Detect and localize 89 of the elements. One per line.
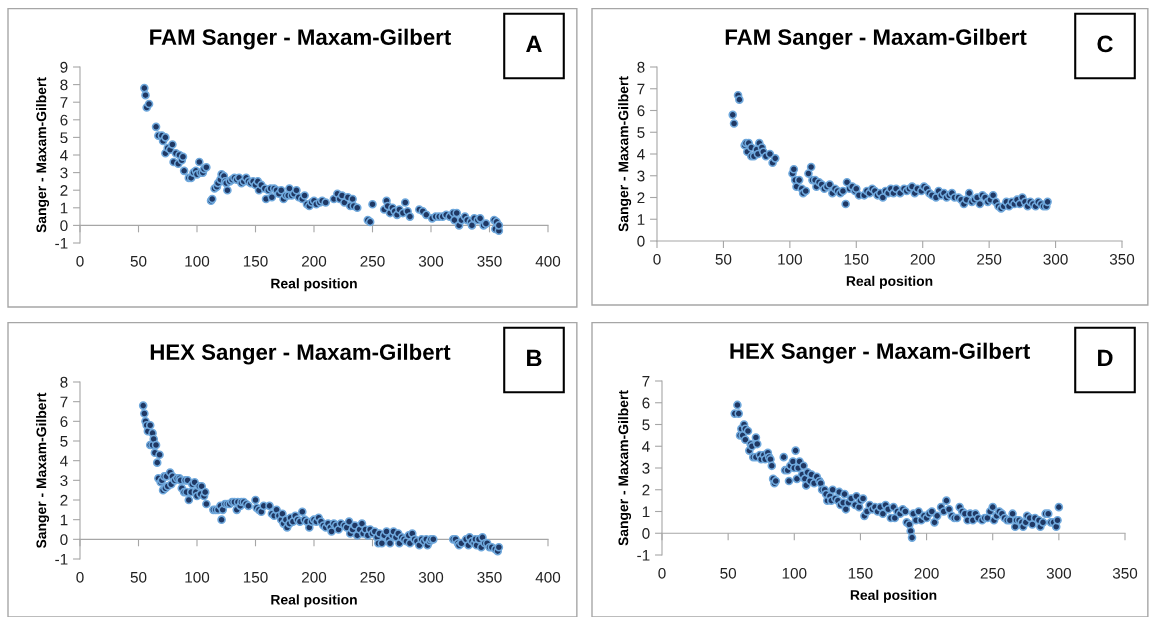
x-tick-label: 200 (910, 253, 935, 265)
y-tick-label: 8 (60, 376, 68, 388)
y-tick-label: 0 (60, 534, 68, 546)
y-tick-label: 4 (60, 455, 68, 467)
y-tick-label: 1 (642, 506, 650, 518)
x-tick-label: 250 (980, 567, 1005, 579)
y-tick-label: 5 (642, 419, 650, 431)
y-axis-title: Sanger - Maxam-Gilbert (618, 76, 632, 232)
y-tick-label: 3 (60, 475, 68, 487)
x-tick-label: 250 (360, 571, 385, 583)
y-tick-label: 3 (642, 462, 650, 474)
y-tick-label: 0 (637, 235, 645, 247)
y-tick-label: 6 (642, 397, 650, 409)
x-tick-label: 250 (977, 253, 1002, 265)
x-tick-label: 150 (848, 567, 873, 579)
y-tick-label: 2 (642, 484, 650, 496)
chart-title: FAM Sanger - Maxam-Gilbert (725, 28, 1027, 50)
y-tick-label: 1 (60, 514, 68, 526)
x-tick-label: 350 (477, 571, 502, 583)
x-tick-label: 200 (302, 571, 327, 583)
x-tick-label: 400 (535, 255, 561, 267)
y-tick-label: 2 (60, 185, 68, 196)
x-tick-label: 50 (715, 253, 732, 265)
x-tick-label: 300 (418, 571, 444, 583)
y-tick-label: 3 (60, 167, 68, 179)
y-tick-label: -1 (637, 550, 650, 561)
x-axis-title: Real position (271, 594, 357, 608)
x-tick-label: 100 (185, 571, 210, 583)
y-tick-label: 0 (642, 528, 650, 539)
x-tick-label: 350 (1112, 567, 1138, 579)
y-tick-label: 2 (637, 192, 645, 204)
y-tick-label: 7 (60, 396, 68, 408)
x-tick-label: 50 (130, 255, 147, 267)
x-tick-label: 150 (844, 253, 869, 265)
y-tick-label: 6 (637, 105, 645, 117)
chart-title: HEX Sanger - Maxam-Gilbert (150, 343, 451, 365)
x-axis-title: Real position (850, 589, 937, 603)
y-tick-label: 6 (60, 114, 68, 126)
y-tick-label: 3 (637, 170, 645, 182)
y-tick-label: 5 (60, 436, 68, 447)
x-axis-title: Real position (271, 278, 357, 292)
x-tick-label: 300 (418, 255, 444, 267)
text: D (1098, 349, 1113, 367)
y-tick-label: 0 (60, 220, 68, 232)
x-tick-label: 0 (653, 253, 661, 265)
x-tick-label: 300 (1043, 253, 1068, 265)
x-tick-label: 0 (658, 567, 666, 579)
chart-title: HEX Sanger - Maxam-Gilbert (730, 342, 1030, 364)
y-tick-label: 4 (60, 150, 68, 161)
x-tick-label: 100 (185, 255, 210, 267)
y-axis-title: Sanger - Maxam-Gilbert (618, 390, 632, 546)
y-axis-title: Sanger - Maxam-Gilbert (36, 77, 50, 233)
y-tick-label: 1 (60, 202, 68, 214)
x-tick-label: 300 (1046, 567, 1072, 579)
x-tick-label: 150 (243, 571, 268, 583)
x-tick-label: 50 (130, 571, 147, 583)
text: A (526, 35, 542, 53)
x-tick-label: 150 (243, 255, 268, 267)
x-tick-label: 350 (1109, 253, 1135, 265)
y-tick-label: 7 (642, 376, 650, 387)
y-axis-title: Sanger - Maxam-Gilbert (36, 392, 50, 549)
y-tick-label: 7 (60, 97, 68, 108)
y-tick-label: 1 (637, 214, 645, 225)
y-tick-label: 5 (637, 127, 645, 138)
y-tick-label: 6 (60, 416, 68, 428)
text: C (1097, 35, 1113, 53)
x-tick-label: 250 (360, 255, 385, 267)
y-tick-label: 7 (637, 83, 645, 95)
y-tick-label: -1 (55, 554, 68, 565)
y-tick-label: 9 (60, 61, 68, 73)
y-tick-label: -1 (55, 238, 68, 249)
x-tick-label: 50 (720, 567, 737, 579)
x-tick-label: 200 (302, 255, 327, 267)
y-tick-label: 8 (60, 79, 68, 91)
y-tick-label: 5 (60, 132, 68, 144)
y-tick-label: 4 (637, 149, 645, 160)
x-tick-label: 100 (778, 253, 803, 265)
chart-title: FAM Sanger - Maxam-Gilbert (150, 28, 451, 50)
x-tick-label: 400 (535, 571, 561, 583)
x-tick-label: 0 (76, 255, 84, 267)
y-tick-label: 2 (60, 494, 68, 506)
x-axis-title: Real position (846, 275, 933, 289)
x-tick-label: 0 (76, 571, 84, 583)
x-tick-label: 100 (782, 567, 807, 579)
x-tick-label: 350 (477, 255, 502, 267)
y-tick-label: 4 (642, 441, 650, 452)
text: B (527, 349, 542, 367)
x-tick-label: 200 (914, 567, 939, 579)
y-tick-label: 8 (637, 61, 645, 73)
